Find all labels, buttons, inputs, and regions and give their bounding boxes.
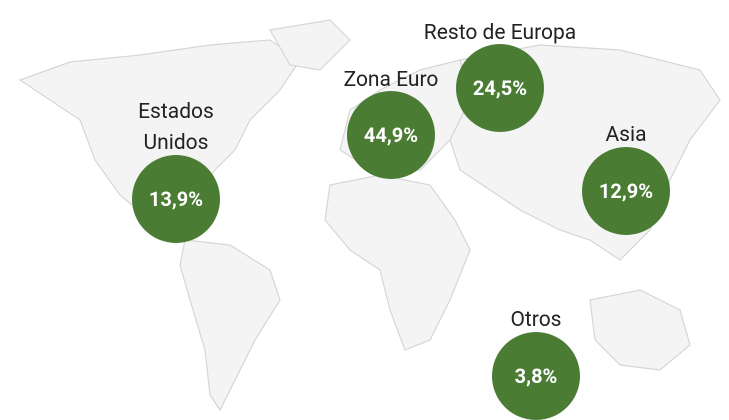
region-name: Asia (605, 123, 647, 147)
australia (589, 289, 691, 371)
region-share: 3,8% (492, 332, 580, 420)
region-share: 44,9% (347, 91, 435, 179)
region-name: Zona Euro (343, 68, 439, 92)
region-share: 13,9% (132, 155, 220, 243)
africa (324, 174, 471, 351)
south-america (179, 239, 281, 412)
region-share: 12,9% (582, 147, 670, 235)
region-name: Otros (510, 308, 562, 332)
region-name: Resto de Europa (423, 21, 577, 45)
region-name: Estados Unidos (138, 100, 214, 155)
region-share: 24,5% (456, 44, 544, 132)
north-america (18, 39, 301, 236)
greenland (269, 19, 351, 71)
